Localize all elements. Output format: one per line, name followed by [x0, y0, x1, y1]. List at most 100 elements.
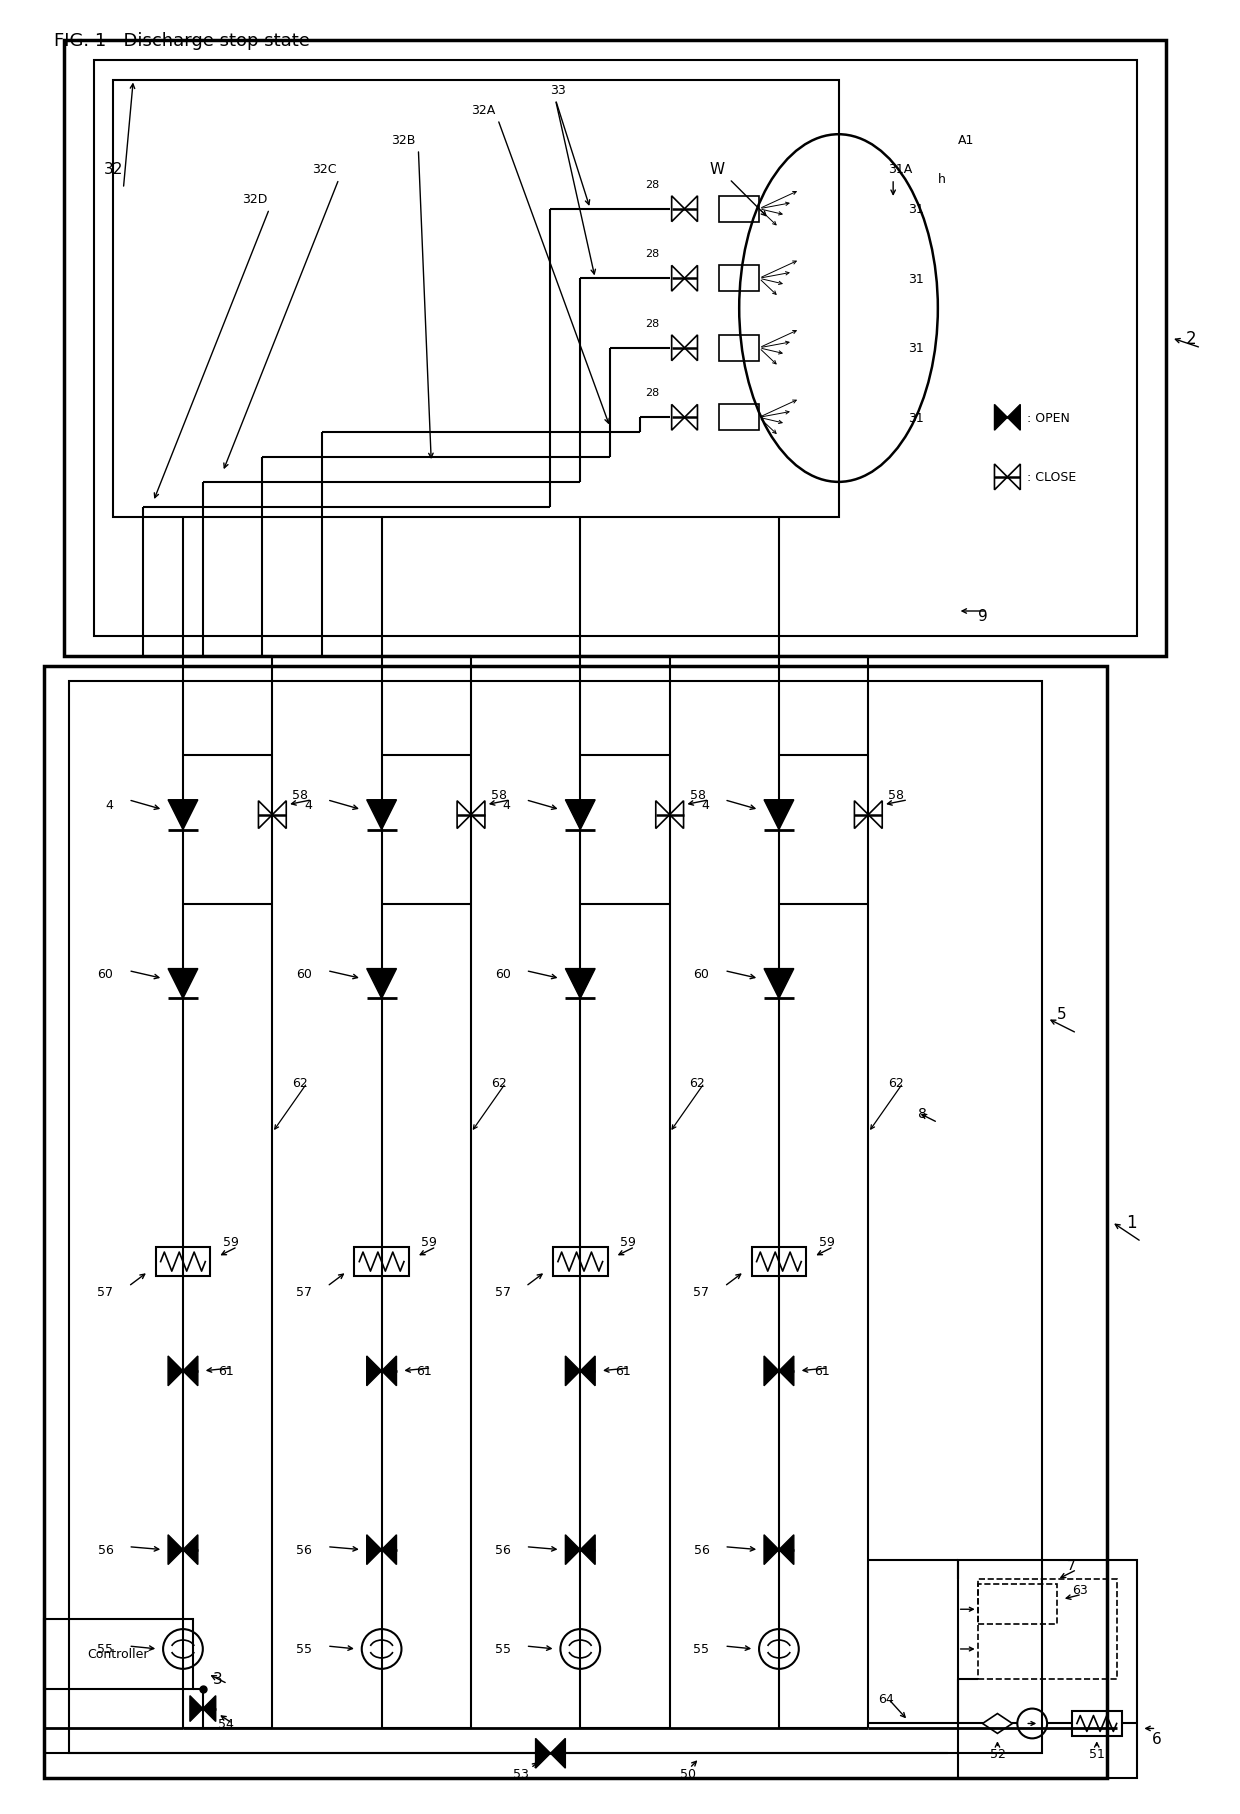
Text: 61: 61 — [813, 1364, 830, 1377]
Text: 8: 8 — [918, 1107, 926, 1119]
Polygon shape — [764, 969, 794, 1000]
Bar — [719, 405, 759, 432]
Text: 32C: 32C — [312, 163, 336, 176]
Text: 3: 3 — [213, 1671, 222, 1687]
Text: 60: 60 — [495, 967, 511, 981]
Text: 57: 57 — [495, 1284, 511, 1299]
Text: 32B: 32B — [392, 134, 415, 147]
Polygon shape — [854, 802, 868, 829]
Polygon shape — [367, 800, 397, 831]
Text: 4: 4 — [105, 798, 113, 811]
Text: 50: 50 — [680, 1767, 696, 1780]
Bar — [68, 680, 1042, 1754]
Text: 32: 32 — [103, 163, 123, 178]
Polygon shape — [169, 969, 198, 1000]
Polygon shape — [565, 1357, 580, 1386]
Polygon shape — [565, 1535, 580, 1565]
Bar — [977, 1580, 1117, 1678]
Text: 55: 55 — [693, 1642, 709, 1656]
Polygon shape — [536, 1738, 551, 1769]
Text: 56: 56 — [296, 1544, 312, 1556]
Text: 62: 62 — [293, 1078, 308, 1090]
Polygon shape — [868, 802, 882, 829]
Bar — [719, 267, 759, 292]
Polygon shape — [169, 800, 198, 831]
Polygon shape — [764, 1357, 779, 1386]
Text: 61: 61 — [417, 1364, 432, 1377]
Polygon shape — [672, 267, 684, 292]
Polygon shape — [580, 1357, 595, 1386]
Text: 62: 62 — [888, 1078, 904, 1090]
Text: 58: 58 — [491, 789, 507, 802]
Text: 5: 5 — [1056, 1007, 1066, 1021]
Text: 60: 60 — [98, 967, 113, 981]
Polygon shape — [684, 267, 697, 292]
Polygon shape — [779, 1535, 794, 1565]
Bar — [113, 80, 838, 517]
Polygon shape — [203, 1696, 216, 1721]
Text: 31: 31 — [908, 203, 924, 216]
Text: W: W — [709, 163, 724, 178]
Text: 4: 4 — [702, 798, 709, 811]
Text: 59: 59 — [422, 1235, 438, 1248]
Text: 4: 4 — [304, 798, 312, 811]
Polygon shape — [656, 802, 670, 829]
Polygon shape — [367, 1535, 382, 1565]
Polygon shape — [779, 1357, 794, 1386]
Text: A1: A1 — [957, 134, 975, 147]
Polygon shape — [994, 464, 1007, 490]
Text: 32D: 32D — [243, 192, 268, 207]
Text: 59: 59 — [620, 1235, 636, 1248]
Bar — [957, 1560, 1137, 1778]
Polygon shape — [1007, 464, 1021, 490]
Polygon shape — [684, 336, 697, 361]
Polygon shape — [672, 196, 684, 223]
Text: Controller: Controller — [88, 1647, 149, 1660]
Polygon shape — [258, 802, 273, 829]
Polygon shape — [672, 336, 684, 361]
Polygon shape — [471, 802, 485, 829]
Text: 63: 63 — [1071, 1584, 1087, 1596]
Polygon shape — [551, 1738, 565, 1769]
Text: 60: 60 — [296, 967, 312, 981]
Text: 28: 28 — [645, 319, 660, 328]
Bar — [63, 42, 1167, 657]
Text: 56: 56 — [495, 1544, 511, 1556]
Text: 55: 55 — [98, 1642, 113, 1656]
Text: 62: 62 — [689, 1078, 706, 1090]
Bar — [1071, 1711, 1122, 1736]
Text: 56: 56 — [693, 1544, 709, 1556]
Polygon shape — [764, 1535, 779, 1565]
Text: 4: 4 — [503, 798, 511, 811]
Text: 62: 62 — [491, 1078, 507, 1090]
Polygon shape — [169, 1357, 184, 1386]
Text: 55: 55 — [495, 1642, 511, 1656]
Text: 32A: 32A — [471, 103, 495, 116]
Polygon shape — [273, 802, 286, 829]
Text: 54: 54 — [218, 1718, 233, 1731]
Bar — [553, 1246, 608, 1277]
Text: 59: 59 — [223, 1235, 238, 1248]
Text: 31A: 31A — [888, 163, 913, 176]
Text: 58: 58 — [689, 789, 706, 802]
Polygon shape — [367, 969, 397, 1000]
Polygon shape — [982, 1714, 1012, 1734]
Text: : CLOSE: : CLOSE — [1027, 472, 1076, 484]
Text: 57: 57 — [693, 1284, 709, 1299]
Text: 61: 61 — [615, 1364, 631, 1377]
Polygon shape — [184, 1357, 198, 1386]
Bar — [977, 1585, 1056, 1624]
Bar — [751, 1246, 806, 1277]
Polygon shape — [458, 802, 471, 829]
Text: FIG. 1   Discharge stop state: FIG. 1 Discharge stop state — [53, 33, 310, 49]
Bar — [43, 666, 1107, 1778]
Text: 55: 55 — [296, 1642, 312, 1656]
Text: 6: 6 — [1152, 1731, 1161, 1745]
Polygon shape — [994, 405, 1007, 432]
Text: 1: 1 — [1127, 1214, 1137, 1232]
Text: h: h — [937, 174, 946, 187]
Bar — [719, 336, 759, 361]
Text: 51: 51 — [1089, 1747, 1105, 1760]
Polygon shape — [684, 196, 697, 223]
Text: 58: 58 — [888, 789, 904, 802]
